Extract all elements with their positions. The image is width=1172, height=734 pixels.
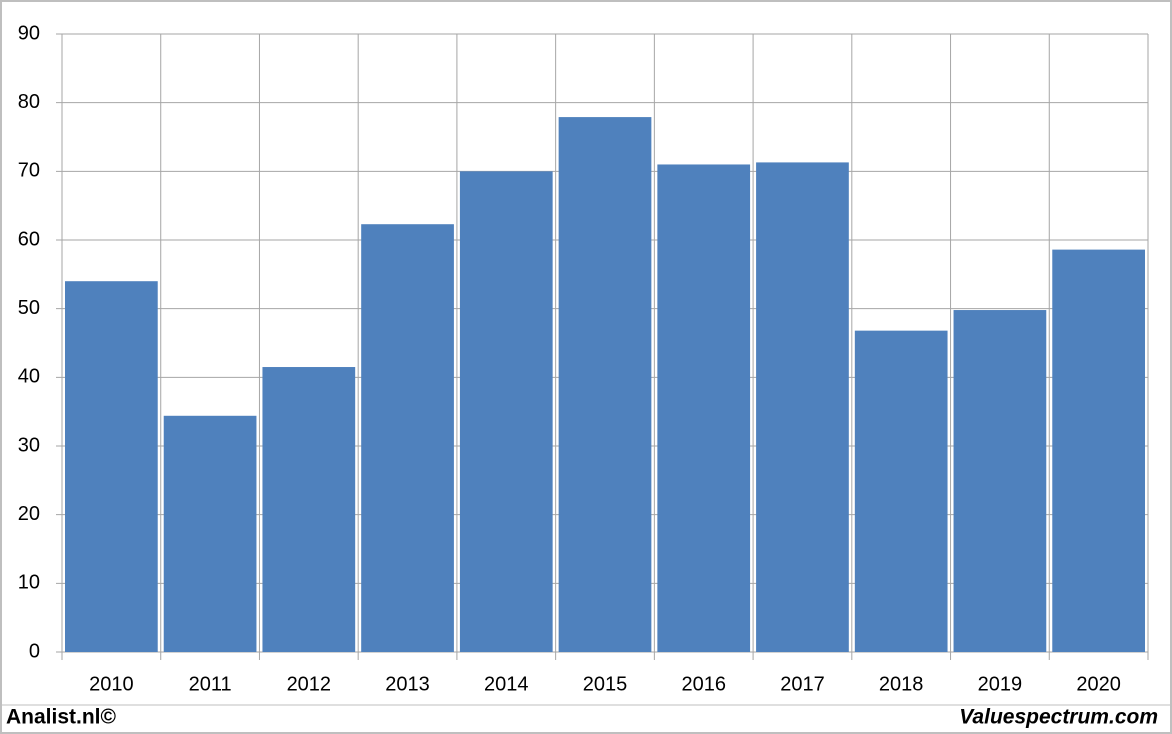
x-tick-label: 2013	[385, 673, 430, 695]
y-tick-label: 80	[18, 91, 40, 113]
y-tick-label: 0	[29, 640, 40, 662]
x-tick-label: 2015	[583, 673, 628, 695]
x-tick-label: 2014	[484, 673, 529, 695]
y-tick-label: 70	[18, 160, 40, 182]
bar	[854, 330, 948, 652]
source-right: Valuespectrum.com	[959, 706, 1158, 729]
x-tick-label: 2010	[89, 673, 134, 695]
y-tick-label: 90	[18, 22, 40, 44]
y-tick-label: 10	[18, 572, 40, 594]
x-tick-label: 2017	[780, 673, 825, 695]
bar	[953, 310, 1047, 652]
y-tick-label: 40	[18, 366, 40, 388]
bar	[756, 162, 849, 652]
bar	[1052, 249, 1145, 652]
y-tick-label: 60	[18, 228, 40, 250]
bar	[65, 281, 158, 652]
x-tick-label: 2011	[189, 673, 232, 695]
x-tick-label: 2019	[978, 673, 1023, 695]
bar	[262, 367, 356, 652]
x-tick-label: 2020	[1076, 673, 1121, 695]
bar	[459, 171, 553, 653]
bar	[657, 164, 751, 652]
source-left: Analist.nl©	[6, 706, 117, 729]
x-tick-label: 2018	[879, 673, 924, 695]
y-tick-label: 20	[18, 503, 40, 525]
x-tick-label: 2012	[287, 673, 332, 695]
y-tick-label: 30	[18, 434, 40, 456]
bar	[558, 117, 652, 652]
y-tick-label: 50	[18, 297, 40, 319]
bar	[361, 224, 454, 652]
bar	[163, 415, 257, 652]
x-tick-label: 2016	[681, 673, 726, 695]
